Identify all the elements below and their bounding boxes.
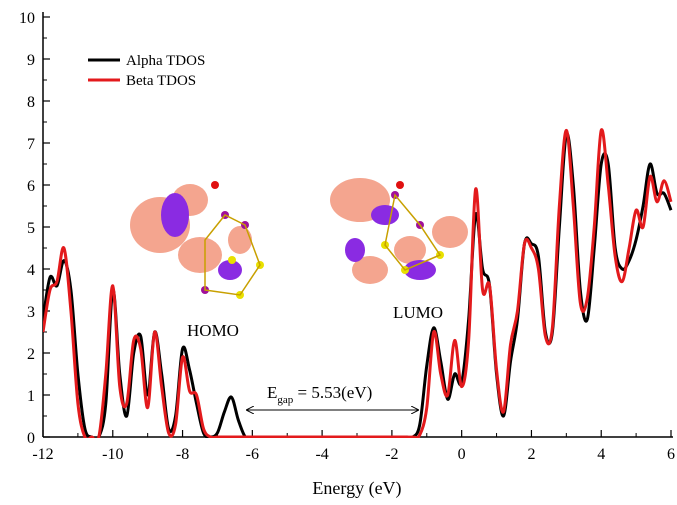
x-tick-label: -6 — [246, 446, 259, 463]
y-tick-label: 0 — [27, 430, 35, 447]
y-tick-label: 7 — [27, 136, 35, 153]
x-tick-label: 2 — [527, 446, 535, 463]
legend-label: Alpha TDOS — [126, 53, 205, 69]
x-tick-label: -2 — [385, 446, 398, 463]
x-axis-label: Energy (eV) — [312, 478, 401, 499]
chart: HOMO LUMO Egap = 5.53(eV) Energy (eV) 0 1… — [0, 0, 677, 500]
y-tick-label: 2 — [27, 346, 35, 363]
gap-label: Egap = 5.53(eV) — [267, 383, 372, 406]
homo-label: HOMO — [187, 321, 239, 340]
y-tick-label: 10 — [19, 10, 35, 27]
x-tick-label: 6 — [667, 446, 675, 463]
lumo-label: LUMO — [393, 303, 443, 322]
x-tick-label: -8 — [176, 446, 189, 463]
gap-label-rest: = 5.53(eV) — [293, 383, 372, 402]
legend-label: Beta TDOS — [126, 73, 196, 89]
y-tick-label: 6 — [27, 178, 35, 195]
x-tick-label: 0 — [458, 446, 466, 463]
y-tick-label: 1 — [27, 388, 35, 405]
y-tick-label: 3 — [27, 304, 35, 321]
x-tick-label: -10 — [102, 446, 123, 463]
y-tick-label: 4 — [27, 262, 35, 279]
homo-orbital-image — [130, 181, 264, 299]
y-tick-label: 8 — [27, 94, 35, 111]
x-tick-label: -4 — [315, 446, 328, 463]
y-tick-label: 9 — [27, 52, 35, 69]
y-tick-label: 5 — [27, 220, 35, 237]
x-tick-label: 4 — [597, 446, 605, 463]
gap-label-sub: gap — [277, 394, 293, 406]
x-tick-label: -12 — [32, 446, 53, 463]
gap-label-main: E — [267, 383, 277, 402]
lumo-orbital-image — [330, 178, 468, 284]
